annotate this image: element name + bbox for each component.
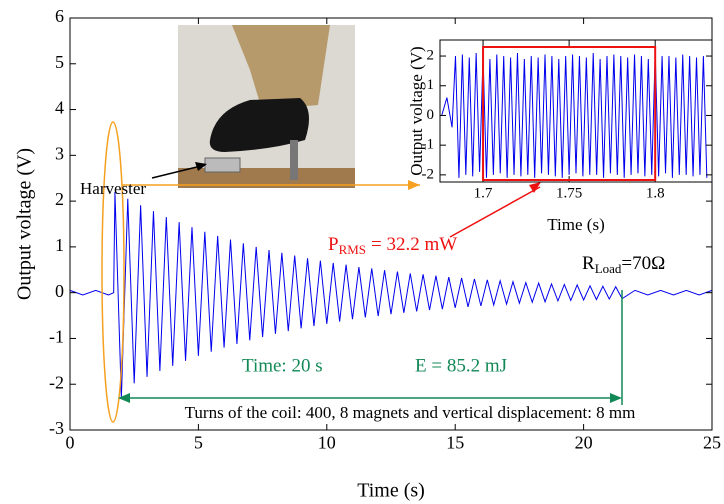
power-subscript: RMS — [339, 242, 366, 257]
y-tick-label: 2 — [55, 189, 64, 209]
load-label: RLoad=70Ω — [582, 253, 665, 276]
chart-1: 1.7 1.75 1.8 -2 -1 0 1 2 Time (s) Output voltage … — [407, 39, 713, 234]
y-tick-label: -1 — [49, 327, 64, 347]
y-tick-label: 3 — [55, 143, 64, 163]
x-tick-label: 20 — [575, 433, 593, 453]
y-tick-label: -1 — [422, 137, 435, 153]
y-tick-label: 0 — [427, 107, 435, 123]
photo — [178, 25, 355, 188]
y-tick-label: 1 — [55, 235, 64, 255]
y-tick-label: 5 — [55, 52, 64, 72]
load-value: =70Ω — [621, 253, 665, 274]
signal-line — [441, 53, 708, 178]
y-tick-label: 4 — [55, 98, 64, 118]
y-tick-label: -2 — [49, 372, 64, 392]
note: Turns of the coil: 400, 8 magnets and ve… — [185, 403, 636, 422]
x-axis-label: Time (s) — [357, 480, 425, 502]
x-tick-label: 10 — [318, 433, 336, 453]
x-axis-label: Time (s) — [547, 215, 604, 234]
y-tick-label: 1 — [427, 77, 435, 93]
load-symbol: R — [582, 253, 595, 274]
x-tick-label: 0 — [66, 433, 75, 453]
power-label: PRMS = 32.2 mW — [328, 234, 457, 257]
power-value: = 32.2 mW — [371, 234, 457, 255]
highlight-box — [482, 46, 657, 181]
y-tick-label: -2 — [422, 166, 435, 182]
y-axis-label: Output voltage (V) — [407, 46, 426, 175]
y-tick-label: 6 — [55, 6, 64, 26]
x-tick-label: 1.7 — [474, 185, 493, 201]
time-label: Time: 20 s — [242, 355, 323, 376]
x-tick-label: 25 — [703, 433, 721, 453]
load-subscript: Load — [595, 261, 622, 276]
y-tick-label: 2 — [427, 47, 435, 63]
x-tick-label: 1.8 — [646, 185, 665, 201]
annotation-shapes — [101, 121, 623, 423]
x-tick-label: 15 — [446, 433, 464, 453]
signal-line — [69, 191, 713, 398]
y-axis-label: Output voltage (V) — [14, 148, 36, 300]
power-symbol: P — [328, 234, 339, 255]
y-tick-label: 0 — [55, 281, 64, 301]
y-tick-label: -3 — [49, 418, 64, 438]
plot-frame — [69, 17, 713, 431]
x-tick-label: 1.75 — [556, 185, 582, 201]
plot-frame — [439, 39, 713, 183]
x-tick-label: 5 — [194, 433, 203, 453]
energy-label: E = 85.2 mJ — [415, 355, 507, 376]
harvester-label: Harvester — [80, 179, 146, 198]
